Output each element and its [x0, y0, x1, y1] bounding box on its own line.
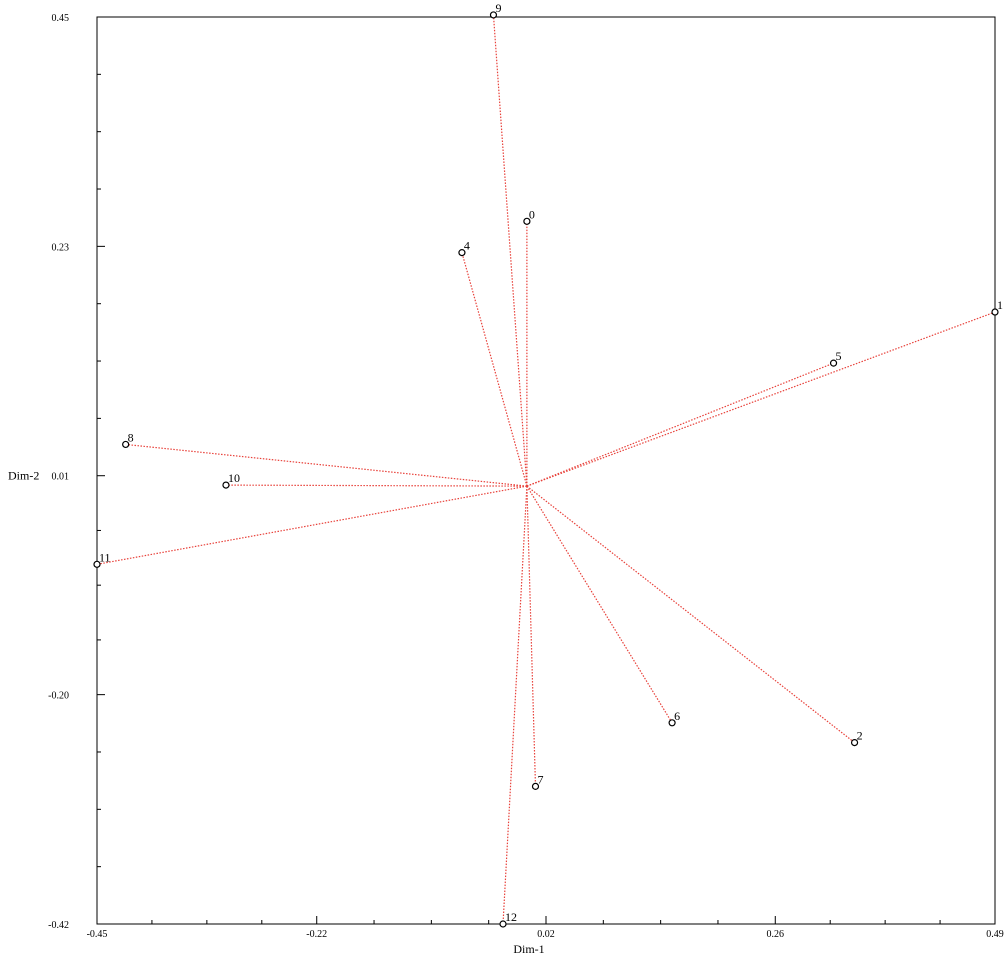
- x-tick-label: 0.26: [767, 929, 785, 940]
- vector-layer: [96, 14, 996, 925]
- y-tick-label: -0.42: [48, 920, 69, 931]
- vector-line-4: [461, 252, 528, 487]
- vector-line-8: [125, 443, 527, 487]
- point-marker-7: [531, 782, 540, 790]
- vector-line-11: [96, 485, 528, 565]
- point-marker-0: [523, 217, 531, 225]
- y-tick-label: 0.45: [52, 13, 70, 24]
- y-axis-title: Dim-2: [8, 469, 39, 483]
- vector-line-9: [492, 14, 528, 487]
- point-label-4: 4: [464, 239, 470, 253]
- point-marker-6: [668, 719, 676, 727]
- vector-line-1: [526, 311, 996, 487]
- point-label-9: 9: [495, 1, 501, 15]
- y-tick-label: 0.23: [52, 242, 70, 253]
- x-axis-title: Dim-1: [513, 942, 544, 956]
- point-label-10: 10: [228, 471, 240, 485]
- y-tick-label: 0.01: [52, 472, 70, 483]
- point-label-6: 6: [674, 709, 680, 723]
- point-label-2: 2: [857, 729, 863, 743]
- point-label-8: 8: [128, 430, 134, 444]
- y-tick-label: -0.20: [48, 691, 69, 702]
- x-tick-label: -0.22: [306, 929, 327, 940]
- vector-line-2: [526, 485, 855, 744]
- point-marker-8: [122, 440, 130, 449]
- x-tick-label: 0.02: [537, 929, 555, 940]
- vector-line-12: [502, 486, 528, 925]
- point-marker-10: [222, 481, 230, 489]
- vector-line-5: [526, 362, 834, 487]
- point-marker-2: [850, 738, 859, 747]
- point-label-7: 7: [537, 772, 543, 786]
- tick-layer: -0.45 -0.22 0.02 0.26 0.49 0.45 0.23 0.01 -0.20 -…: [48, 13, 1004, 940]
- point-label-5: 5: [836, 349, 842, 363]
- vector-line-6: [526, 485, 673, 724]
- point-marker-4: [458, 249, 466, 257]
- point-label-1: 1: [997, 298, 1003, 312]
- point-marker-5: [829, 359, 838, 367]
- vector-line-10: [225, 484, 527, 487]
- vector-line-7: [526, 486, 537, 787]
- point-marker-1: [991, 308, 999, 316]
- point-marker-9: [489, 11, 498, 19]
- point-label-12: 12: [505, 910, 517, 924]
- point-label-0: 0: [529, 207, 535, 221]
- x-tick-label: 0.49: [986, 929, 1004, 940]
- point-marker-11: [93, 560, 101, 568]
- x-tick-label: -0.45: [87, 929, 108, 940]
- point-label-11: 11: [99, 550, 111, 564]
- point-marker-12: [499, 920, 507, 928]
